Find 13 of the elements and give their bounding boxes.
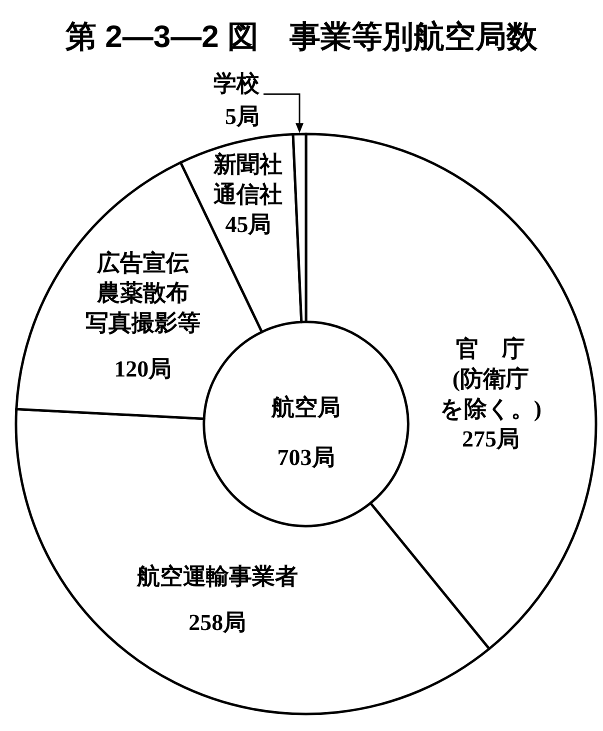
slice-label: 航空運輸事業者 — [136, 562, 298, 589]
chart-title: 第 2—3—2 図 事業等別航空局数 — [64, 19, 538, 54]
slice-label: 学校 — [214, 71, 261, 96]
slice-label: 官 庁(防衛庁を除く。) — [440, 335, 542, 422]
slice-label: 広告宣伝農薬散布写真撮影等 — [85, 249, 200, 336]
data-label: 275局 — [462, 426, 520, 452]
legend-label: 新聞社通信社 — [212, 150, 283, 207]
data-label: 45局 — [225, 212, 272, 237]
data-label: 120局 — [114, 356, 172, 382]
text: 703局 — [277, 445, 335, 470]
text: 航空局 — [270, 394, 340, 420]
data-label: 5局 — [225, 104, 260, 130]
data-label: 258局 — [188, 610, 246, 635]
